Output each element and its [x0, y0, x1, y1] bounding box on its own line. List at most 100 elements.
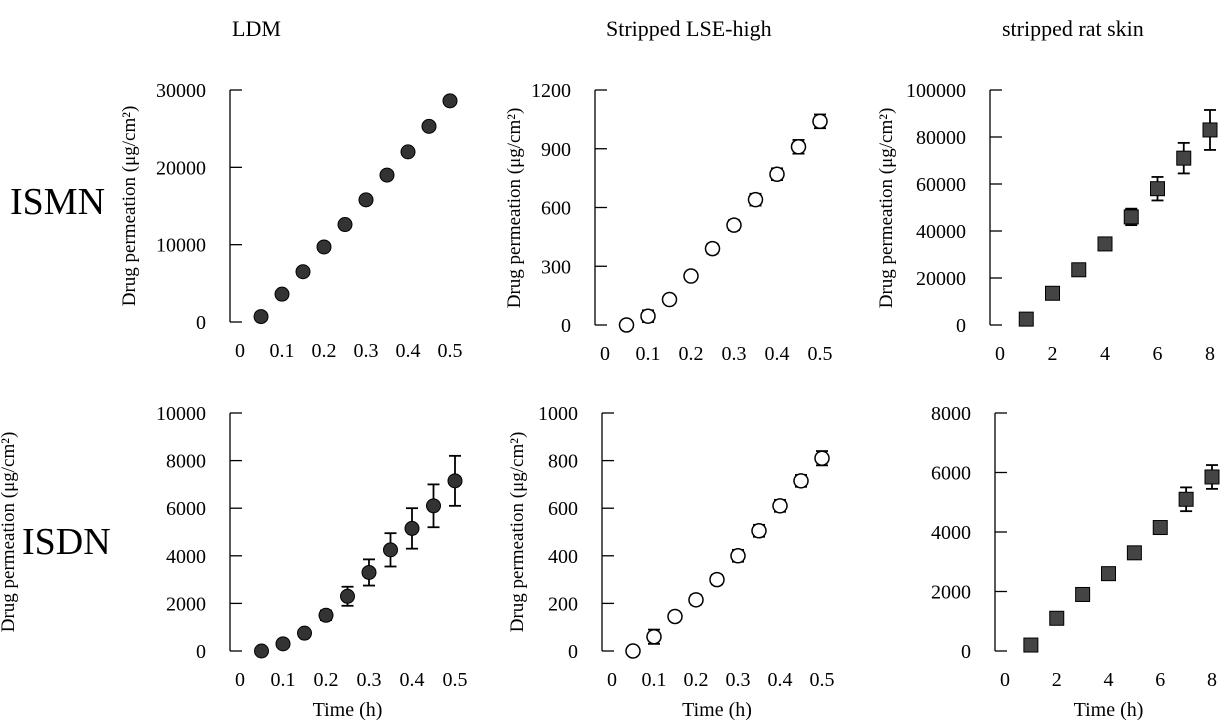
data-point [646, 628, 662, 645]
y-tick-label: 10000 [156, 403, 206, 425]
data-point [1178, 491, 1194, 507]
data-point [1152, 520, 1168, 536]
data-point [426, 498, 441, 514]
data-point [709, 571, 725, 588]
x-tick-label: 0.3 [722, 343, 747, 365]
x-tick-label: 0 [607, 669, 617, 691]
data-point [275, 636, 291, 652]
y-tick-label: 2000 [166, 593, 206, 615]
y-tick-label: 4000 [931, 522, 971, 544]
y-axis-label: Drug permeation (μg/cm²) [119, 106, 140, 307]
y-tick-label: 1200 [531, 80, 571, 102]
y-tick-label: 40000 [916, 221, 966, 243]
x-tick-label: 0.4 [768, 669, 793, 691]
x-tick-label: 0.1 [270, 340, 295, 362]
data-point [751, 523, 767, 539]
data-point [254, 643, 269, 659]
data-point [747, 191, 764, 208]
data-point [447, 473, 463, 489]
x-tick-label: 4 [1104, 669, 1114, 691]
y-tick-label: 20000 [156, 157, 206, 179]
col-title-lse: Stripped LSE-high [606, 16, 772, 41]
data-point [661, 291, 678, 308]
x-tick-label: 0.4 [765, 343, 790, 365]
y-tick-label: 200 [548, 593, 578, 615]
data-point [421, 118, 437, 134]
y-tick-label: 300 [541, 256, 571, 278]
row-label-isdn: ISDN [22, 521, 111, 563]
x-tick-label: 0.4 [400, 669, 425, 691]
data-point [358, 192, 374, 208]
x-tick-label: 0.5 [808, 343, 833, 365]
data-point [1204, 469, 1220, 485]
x-tick-label: 0.3 [354, 340, 379, 362]
y-tick-label: 0 [196, 312, 206, 334]
data-point [274, 286, 290, 302]
data-point [1202, 122, 1218, 138]
x-tick-label: 0 [600, 343, 610, 365]
x-axis-label: Time (h) [313, 699, 383, 721]
row-label-ismn: ISMN [10, 181, 106, 223]
y-axis-label: Drug permeation (μg/cm²) [876, 108, 897, 309]
y-axis-label: Drug permeation (μg/cm²) [504, 108, 525, 309]
x-tick-label: 0.5 [443, 669, 468, 691]
data-point [1023, 637, 1039, 653]
data-point [812, 113, 828, 130]
y-tick-label: 100000 [906, 80, 966, 102]
y-tick-label: 6000 [931, 463, 971, 485]
data-point [400, 144, 416, 160]
x-tick-label: 0.3 [357, 669, 382, 691]
y-tick-label: 80000 [916, 127, 966, 149]
data-point [1049, 610, 1065, 626]
data-point [1045, 285, 1060, 301]
data-point [1123, 209, 1139, 225]
data-point [688, 592, 704, 608]
data-point [442, 93, 458, 109]
y-tick-label: 20000 [916, 268, 966, 290]
data-point [667, 608, 683, 625]
x-tick-label: 0.1 [642, 669, 667, 691]
data-point [793, 473, 809, 489]
x-tick-label: 2 [1052, 669, 1062, 691]
x-tick-label: 0.2 [312, 340, 337, 362]
data-point [379, 167, 395, 183]
y-axis-label: Drug permeation (μg/cm²) [0, 432, 19, 633]
y-tick-label: 0 [956, 315, 966, 337]
data-point [769, 166, 785, 182]
data-point [361, 564, 377, 580]
data-point [253, 309, 269, 325]
x-tick-label: 0 [235, 340, 245, 362]
data-point [625, 643, 641, 659]
y-tick-label: 2000 [931, 582, 971, 604]
x-tick-label: 6 [1155, 669, 1165, 691]
y-tick-label: 0 [961, 641, 971, 663]
y-tick-label: 4000 [166, 546, 206, 568]
y-tick-label: 0 [568, 641, 578, 663]
col-title-ldm: LDM [232, 16, 281, 41]
x-tick-label: 0.5 [810, 669, 835, 691]
y-tick-label: 800 [548, 451, 578, 473]
y-tick-label: 60000 [916, 174, 966, 196]
data-point [1126, 545, 1142, 561]
data-point [772, 498, 788, 514]
y-tick-label: 600 [548, 498, 578, 520]
x-tick-label: 0.2 [684, 669, 709, 691]
x-tick-label: 0.3 [726, 669, 751, 691]
data-point [295, 264, 311, 280]
x-tick-label: 6 [1153, 343, 1163, 365]
x-axis-label: Time (h) [682, 699, 752, 721]
x-tick-label: 0.1 [271, 669, 296, 691]
data-point [337, 217, 353, 233]
x-tick-label: 0 [1000, 669, 1010, 691]
data-point [1176, 150, 1192, 166]
x-tick-label: 2 [1048, 343, 1058, 365]
x-tick-label: 0.2 [679, 343, 704, 365]
y-tick-label: 900 [541, 139, 571, 161]
y-tick-label: 8000 [166, 451, 206, 473]
y-tick-label: 1000 [538, 403, 578, 425]
data-point [726, 217, 742, 233]
x-tick-label: 0.4 [396, 340, 421, 362]
data-point [316, 239, 332, 255]
data-point [790, 139, 807, 155]
